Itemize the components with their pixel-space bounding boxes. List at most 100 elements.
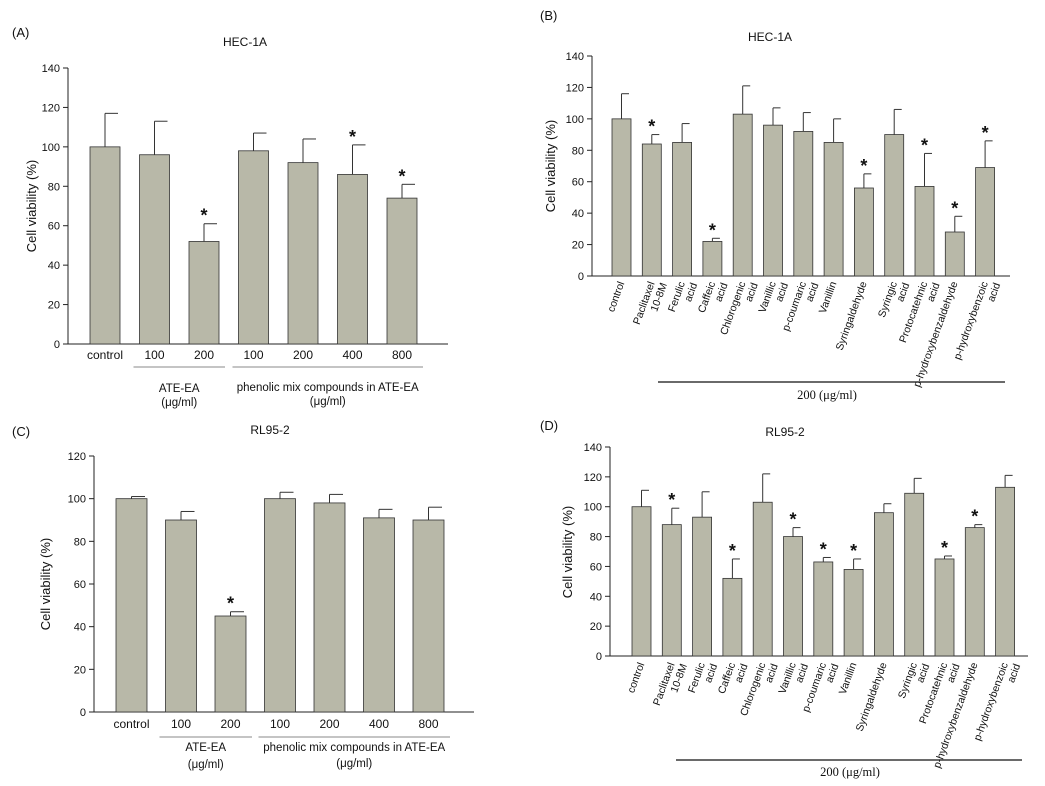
bar [783, 536, 803, 657]
category-label: 800 [392, 348, 412, 362]
chart-title: HEC-1A [748, 30, 792, 44]
group-label: ATE-EA [185, 742, 226, 754]
category-label: p-hydroxybenzoicacid [971, 658, 1023, 747]
category-label: 200 [220, 717, 240, 731]
significance-marker: * [200, 206, 207, 226]
y-tick-label: 80 [74, 536, 86, 548]
chart-panel-4: (D) RL95-2 Cell viability (%) 0 20 40 60 80 100 1… [540, 418, 1028, 779]
bar [165, 519, 197, 713]
y-tick-label: 80 [590, 532, 602, 544]
category-label: 100 [144, 348, 164, 362]
y-tick-label: 20 [590, 621, 602, 633]
category-label: control [87, 348, 123, 362]
significance-marker: * [648, 117, 655, 137]
chart-panel-1: (A) HEC-1A Cell viability (%) 0 20 40 60 80 100 1… [12, 25, 448, 409]
y-tick-label: 140 [584, 442, 602, 454]
category-label: Paclitaxel10-8M [631, 277, 670, 330]
group-unit: (μg/ml) [336, 758, 372, 770]
y-tick-label: 100 [566, 114, 584, 126]
bar [264, 498, 296, 713]
category-label: control [605, 280, 627, 314]
y-tick-label: 80 [48, 181, 60, 193]
y-tick-label: 40 [572, 208, 584, 220]
bar [139, 154, 170, 345]
bar [412, 519, 445, 713]
y-tick-label: 20 [572, 240, 584, 252]
panel-label: (B) [540, 8, 557, 23]
significance-marker: * [941, 538, 948, 558]
y-tick-label: 120 [42, 102, 60, 114]
concentration-label: 200 (μg/ml) [820, 765, 880, 779]
y-axis-label: Cell viability (%) [560, 506, 575, 598]
category-label: Syringaldehyde [834, 280, 870, 352]
y-tick-label: 140 [42, 63, 60, 75]
category-label: 200 [319, 717, 339, 731]
bar [914, 186, 935, 277]
significance-marker: * [227, 594, 234, 614]
bar [363, 517, 395, 713]
category-label: Ferulicacid [666, 277, 700, 318]
category-label: Paclitaxel10-8M [651, 658, 690, 711]
category-label: Ferulicacid [686, 658, 720, 699]
category-label: 800 [418, 717, 438, 731]
bar [692, 516, 712, 657]
category-label: 100 [270, 717, 290, 731]
significance-marker: * [921, 135, 928, 155]
y-tick-label: 100 [68, 494, 86, 506]
group-unit: (μg/ml) [188, 759, 224, 771]
bar [89, 146, 121, 345]
bar [313, 502, 346, 713]
chart-panel-3: (C) RL95-2 Cell viability (%) 0 20 40 60 80 100 1… [12, 423, 474, 771]
bar [964, 527, 985, 657]
group-label: ATE-EA [159, 383, 200, 395]
group-unit: (μg/ml) [161, 397, 197, 409]
bar [238, 150, 269, 345]
bar [672, 142, 692, 277]
chart-title: HEC-1A [223, 35, 267, 49]
group-label: phenolic mix compounds in ATE-EA [237, 382, 419, 394]
significance-marker: * [668, 490, 675, 510]
category-label: control [625, 661, 647, 695]
bar [934, 558, 955, 657]
y-tick-label: 100 [42, 142, 60, 154]
y-axis-label: Cell viability (%) [543, 120, 558, 212]
significance-marker: * [971, 507, 978, 527]
bar [823, 142, 844, 277]
y-tick-label: 60 [48, 221, 60, 233]
category-label: 400 [342, 348, 362, 362]
category-label: control [113, 717, 149, 731]
category-label: 100 [171, 717, 191, 731]
significance-marker: * [982, 123, 989, 143]
significance-marker: * [398, 166, 405, 186]
chart-panel-2: (B) HEC-1A Cell viability (%) 0 20 40 60 80 100 1… [540, 8, 1010, 402]
bar [944, 231, 965, 277]
y-tick-label: 20 [48, 300, 60, 312]
y-tick-label: 60 [572, 177, 584, 189]
bar [641, 143, 662, 277]
chart-title: RL95-2 [250, 423, 290, 437]
y-tick-label: 40 [48, 260, 60, 272]
bar [904, 492, 925, 657]
bar [813, 561, 834, 657]
group-label: phenolic mix compounds in ATE-EA [263, 742, 445, 754]
significance-marker: * [729, 541, 736, 561]
bar [975, 167, 995, 277]
bar [995, 486, 1015, 657]
bar [188, 241, 220, 345]
concentration-label: 200 (μg/ml) [797, 388, 857, 402]
y-tick-label: 120 [584, 472, 602, 484]
y-tick-label: 100 [584, 502, 602, 514]
category-label: Syringaldehyde [854, 661, 890, 733]
y-tick-label: 0 [578, 271, 584, 283]
bar [661, 524, 682, 657]
chart-title: RL95-2 [765, 425, 805, 439]
panel-label: (D) [540, 418, 558, 433]
y-tick-label: 40 [590, 591, 602, 603]
significance-marker: * [860, 156, 867, 176]
y-tick-label: 80 [572, 145, 584, 157]
bar [843, 569, 864, 657]
category-label: 400 [369, 717, 389, 731]
bar [854, 187, 874, 277]
y-tick-label: 120 [566, 82, 584, 94]
